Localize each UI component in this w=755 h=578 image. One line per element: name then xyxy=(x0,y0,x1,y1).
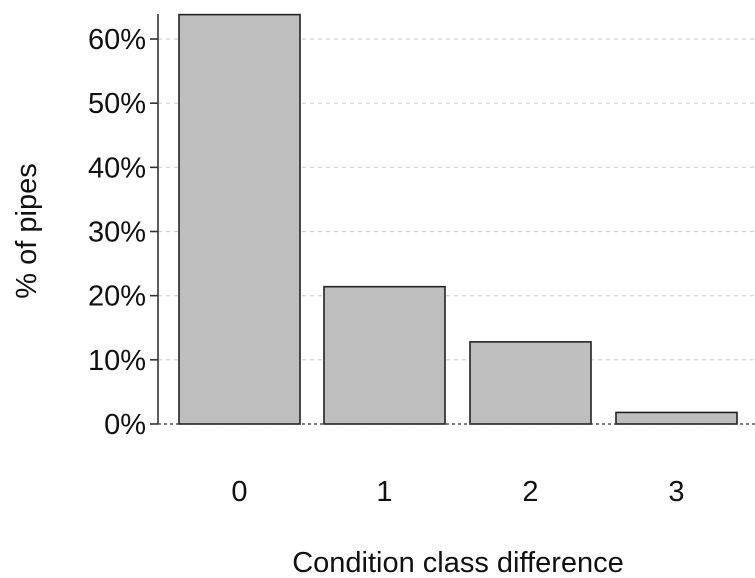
x-axis-ticks: 0 1 2 3 xyxy=(231,476,684,508)
bar-2 xyxy=(469,341,592,425)
bar-0 xyxy=(178,13,301,425)
y-tick-label-10: 10% xyxy=(88,345,146,377)
x-tick-label-3: 3 xyxy=(668,476,684,508)
y-tick-label-50: 50% xyxy=(88,88,146,120)
y-tick-label-60: 60% xyxy=(88,24,146,56)
x-tick-label-2: 2 xyxy=(522,476,538,508)
y-tick-label-0: 0% xyxy=(104,409,146,441)
x-axis-title: Condition class difference xyxy=(292,547,624,578)
y-tick-label-30: 30% xyxy=(88,217,146,249)
bar-3 xyxy=(615,411,738,425)
bars xyxy=(158,13,755,425)
y-axis-title: % of pipes xyxy=(11,163,43,298)
y-tick-label-40: 40% xyxy=(88,152,146,184)
x-tick-label-0: 0 xyxy=(231,476,247,508)
y-axis-ticks: 0% 10% 20% 30% 40% 50% 60% xyxy=(88,24,158,441)
x-tick-label-1: 1 xyxy=(376,476,392,508)
y-tick-label-20: 20% xyxy=(88,281,146,313)
bar-1 xyxy=(323,285,446,425)
